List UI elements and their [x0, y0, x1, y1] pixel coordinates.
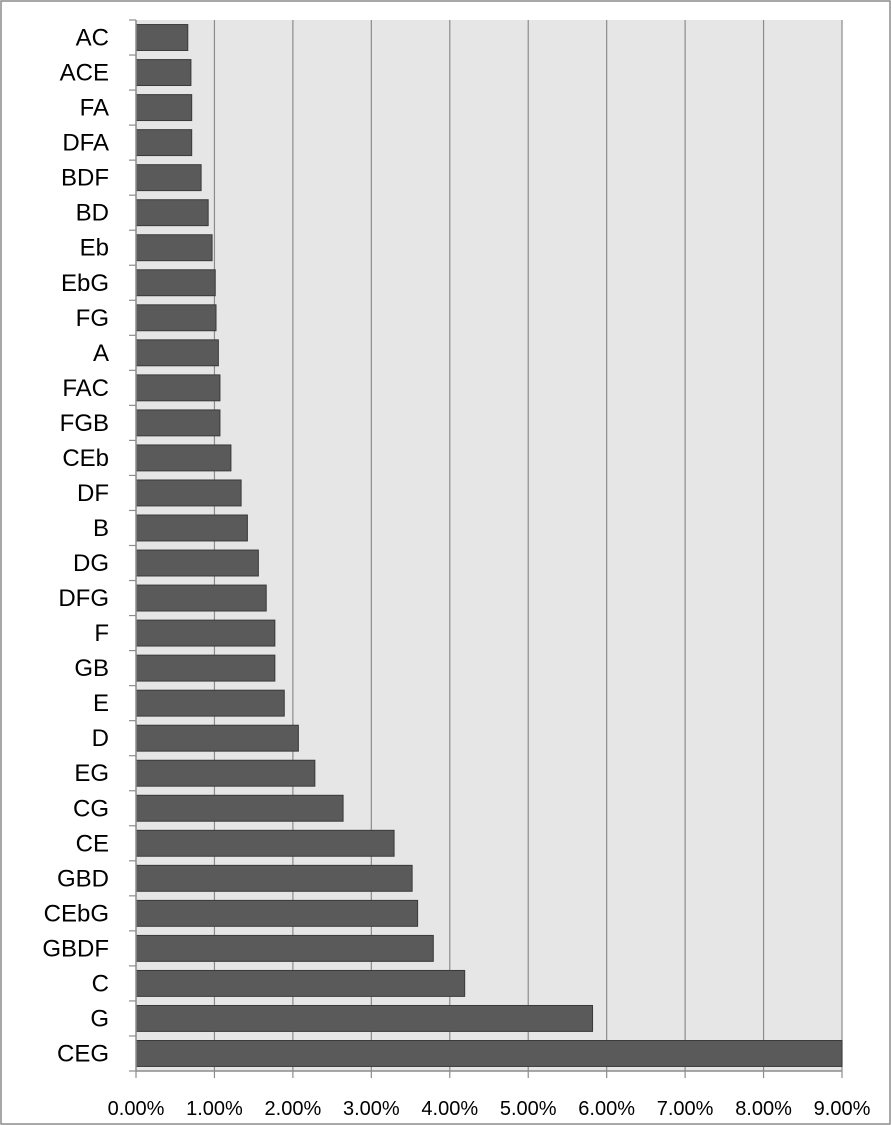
bar-FA — [135, 94, 193, 122]
bar-C — [135, 969, 466, 997]
x-tick-label: 4.00% — [421, 1098, 478, 1120]
category-label: CG — [73, 795, 109, 822]
bar-G — [135, 1004, 594, 1032]
category-label: G — [90, 1005, 109, 1032]
category-label: EG — [74, 760, 109, 787]
bar-FAC — [135, 374, 221, 402]
category-label: B — [93, 515, 109, 542]
x-tick-label: 0.00% — [108, 1098, 165, 1120]
bar-D — [135, 724, 299, 752]
category-label: E — [93, 690, 109, 717]
bar-BD — [135, 199, 209, 227]
bar-CG — [135, 794, 344, 822]
category-label: A — [93, 340, 109, 367]
x-tick-label: 5.00% — [500, 1098, 557, 1120]
bar-GBDF — [135, 934, 434, 962]
bar-F — [135, 619, 276, 647]
bar-A — [135, 339, 219, 367]
x-tick-label: 2.00% — [265, 1098, 322, 1120]
bar-DG — [135, 549, 259, 577]
bar-DFG — [135, 584, 267, 612]
category-label: FG — [76, 305, 109, 332]
bar-GBD — [135, 864, 413, 892]
bar-ACE — [135, 59, 192, 87]
category-label: F — [94, 620, 109, 647]
plot-area — [136, 20, 842, 1071]
category-label: D — [92, 725, 109, 752]
x-tick-label: 1.00% — [186, 1098, 243, 1120]
category-label: DF — [77, 480, 109, 507]
bar-FG — [135, 304, 217, 332]
category-label: CEbG — [44, 900, 109, 927]
bar-E — [135, 689, 285, 717]
category-label: DFG — [58, 585, 109, 612]
bar-CEG — [135, 1040, 843, 1067]
category-label: GB — [74, 655, 109, 682]
category-label: ACE — [60, 60, 109, 87]
bar-FGB — [135, 409, 221, 437]
bar-CE — [135, 829, 395, 857]
category-label: BD — [76, 200, 109, 227]
category-label: FAC — [62, 375, 109, 402]
category-label: AC — [76, 25, 109, 52]
category-label: CE — [76, 830, 109, 857]
bar-CEbG — [135, 899, 419, 927]
bar-BDF — [135, 164, 202, 192]
bar-EG — [135, 759, 316, 787]
category-label: C — [92, 970, 109, 997]
category-label: BDF — [61, 165, 109, 192]
bar-GB — [135, 654, 276, 682]
category-label: FGB — [60, 410, 109, 437]
bar-EbG — [135, 269, 216, 297]
category-label: DFA — [62, 130, 109, 157]
bar-B — [135, 514, 248, 542]
category-label: Eb — [80, 235, 109, 262]
bar-CEb — [135, 444, 232, 472]
category-label: FA — [80, 95, 109, 122]
bar-Eb — [135, 234, 213, 262]
bar-DF — [135, 479, 242, 507]
category-label: GBDF — [42, 935, 109, 962]
category-label: EbG — [61, 270, 109, 297]
bar-AC — [135, 24, 189, 51]
category-label: CEb — [62, 445, 109, 472]
x-tick-label: 8.00% — [735, 1098, 792, 1120]
x-tick-label: 9.00% — [814, 1098, 871, 1120]
x-tick-label: 7.00% — [657, 1098, 714, 1120]
bar-DFA — [135, 129, 193, 157]
category-label: DG — [73, 550, 109, 577]
x-tick-label: 3.00% — [343, 1098, 400, 1120]
category-label: CEG — [57, 1040, 109, 1067]
x-tick-label: 6.00% — [578, 1098, 635, 1120]
category-label: GBD — [57, 865, 109, 892]
